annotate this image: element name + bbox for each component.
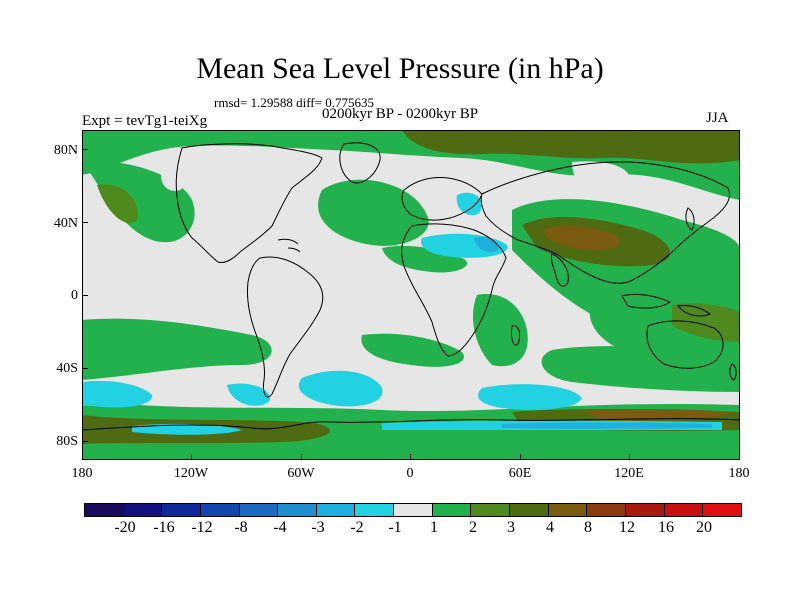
x-tick-mark [301,454,302,460]
coastline-australia [646,320,724,369]
coastline-africa [401,223,507,357]
experiment-label: Expt = tevTg1-teiXg [82,113,208,129]
y-tick-label-40n: 40N [53,216,78,231]
colorbar-label: 16 [658,519,674,536]
colorbar-swatch [510,504,549,516]
colorbar-swatch [548,504,588,516]
x-tick-label-0: 0 [406,466,414,481]
x-tick-label-120e: 120E [614,466,644,481]
x-tick-label-180e: 180 [728,466,750,481]
x-tick-label-120w: 120W [173,466,209,481]
coastline-asia [480,161,730,284]
time-period-label: 0200kyr BP - 0200kyr BP [322,106,479,122]
coastline-greenland [339,142,381,184]
anomaly-region-natlantic [318,179,429,246]
anomaly-region-wpacific-strong [672,303,740,342]
colorbar-label: -2 [350,519,364,536]
colorbar-swatch [394,504,433,516]
x-tick-mark [520,454,521,460]
colorbar-swatch [355,504,395,516]
season-label: JJA [706,110,729,126]
y-tick-label-80s: 80S [56,434,78,449]
colorbar-swatch [587,504,626,516]
coastline-antarctica [82,418,740,431]
coastline-south-america [247,256,324,398]
anomaly-region-middle-east-core [542,225,621,251]
x-tick-label-180w: 180 [71,466,93,481]
colorbar-swatch [85,504,124,516]
colorbar-label: 1 [430,519,438,536]
colorbar-label: -20 [114,519,136,536]
x-tick-label-60e: 60E [508,466,532,481]
colorbar-label: 8 [584,519,592,536]
colorbar-swatch [278,504,317,516]
negative-region-nafrica-core [474,236,499,253]
coastline-new-zealand [729,363,737,381]
coastline-north-america [175,143,323,263]
y-tick-mark [82,368,88,369]
colorbar-swatch [471,504,511,516]
plot-title: Mean Sea Level Pressure (in hPa) [196,52,604,85]
x-tick-mark [191,454,192,460]
colorbar-swatch [200,504,240,516]
negative-region-spacific [82,380,153,408]
colorbar-label: 2 [469,519,477,536]
colorbar-label: -8 [234,519,248,536]
colorbar-label: -16 [153,519,175,536]
colorbar-label: -4 [273,519,287,536]
coastlines [82,142,740,431]
negative-region-sindian [478,384,582,410]
coastline-madagascar [511,325,521,346]
colorbar-label: 12 [619,519,635,536]
y-tick-mark [82,441,88,442]
colorbar-label: -1 [388,519,402,536]
pressure-anomaly-map [82,130,740,460]
x-tick-mark [629,454,630,460]
negative-region-atlantic-sector [227,383,271,406]
neutral-pocket-nasia [572,161,630,196]
anomaly-region-arctic-strong [402,130,740,164]
rmsd-diff-stats: rmsd= 1.29588 diff= 0.775635 [214,95,374,110]
negative-region-weddell [132,423,242,435]
colorbar-label: 4 [546,519,554,536]
x-tick-label-60w: 60W [287,466,315,481]
y-tick-label-80n: 80N [53,143,78,158]
colorbar-swatch [625,504,665,516]
coastline-japan [685,207,695,231]
colorbar-label: 3 [507,519,515,536]
colorbar [84,503,742,517]
colorbar-swatch [123,504,163,516]
negative-region-satlantic [298,370,383,407]
negative-region-europe [456,192,482,216]
y-tick-mark [82,149,88,150]
colorbar-swatch [316,504,356,516]
coastline-caribbean [277,238,301,253]
coastline-india [551,253,569,287]
colorbar-swatch [162,504,201,516]
anomaly-region-southern-ocean-east-core [582,408,732,421]
y-tick-label-40s: 40S [56,361,78,376]
neutral-pocket-npacific [161,169,186,191]
x-tick-mark [410,454,411,460]
y-tick-mark [82,295,88,296]
coastline-europe [401,177,483,221]
anomaly-region-npacific-strong [97,184,138,224]
colorbar-swatch [239,504,279,516]
anomaly-region-sindian [541,346,740,392]
colorbar-label: -3 [311,519,325,536]
anomaly-region-spacific-belt [82,318,272,380]
y-tick-mark [82,222,88,223]
map-frame [82,130,740,460]
negative-region-antarctic-coast-core [502,422,712,429]
y-tick-label-0: 0 [71,288,78,303]
coastline-indonesia [621,293,712,317]
anomaly-region-indian [472,294,528,367]
colorbar-swatch [664,504,704,516]
colorbar-swatch [703,504,741,516]
colorbar-label: 20 [696,519,712,536]
colorbar-label: -12 [191,519,213,536]
colorbar-swatch [432,504,472,516]
